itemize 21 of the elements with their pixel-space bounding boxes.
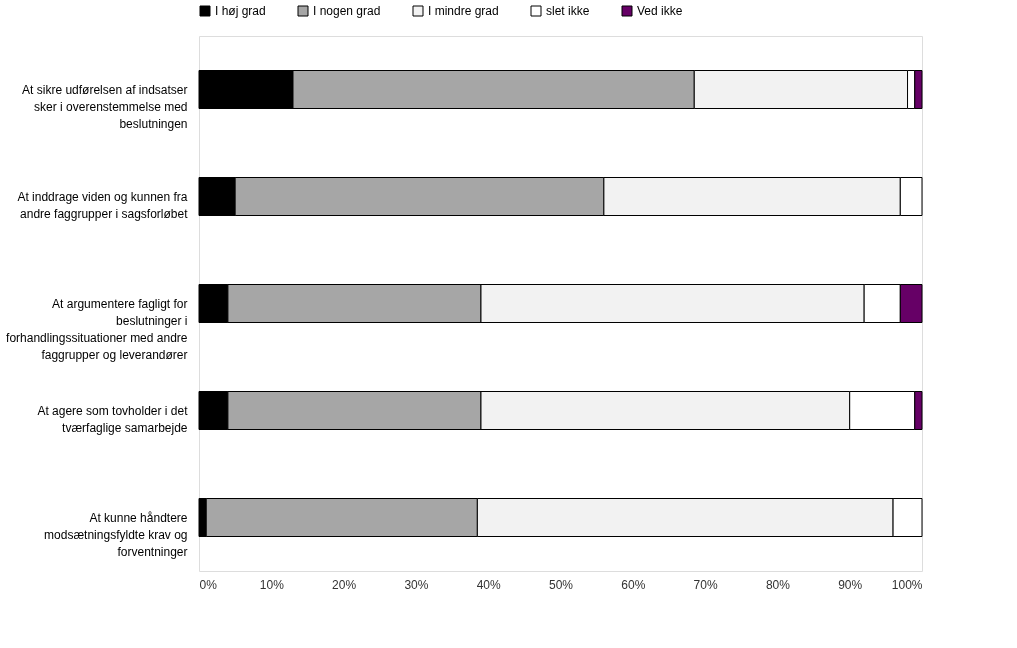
legend-label: I høj grad	[215, 4, 266, 18]
x-tick-label: 100%	[891, 577, 923, 592]
x-tick-label: 10%	[259, 577, 285, 592]
x-tick-label: 20%	[332, 577, 357, 592]
x-tick-label: 40%	[476, 577, 502, 592]
x-tick-label: 60%	[621, 577, 646, 592]
y-tick-label: At inddrage viden og kunnen fra andre faggrupper i sagsforløbet	[17, 189, 189, 221]
legend-label: I mindre grad	[428, 4, 499, 18]
legend-label: slet ikke	[546, 4, 590, 18]
y-tick-label: At argumentere fagligt for beslutninger i forhandlingssituationer med andre faggrupper og leverandører	[6, 296, 188, 362]
x-tick-label: 0%	[199, 577, 218, 592]
x-tick-label: 50%	[548, 577, 574, 592]
legend-label: I nogen grad	[313, 4, 381, 18]
y-tick-label: At kunne håndtere modsætningsfyldte krav og forventninger	[44, 510, 188, 559]
x-tick-label: 80%	[765, 577, 791, 592]
legend-label: Ved ikke	[637, 4, 683, 18]
x-tick-label: 30%	[404, 577, 429, 592]
x-tick-label: 70%	[693, 577, 718, 592]
x-tick-label: 90%	[838, 577, 863, 592]
y-tick-label: At agere som tovholder i det tværfaglige samarbejde	[37, 403, 189, 435]
y-tick-label: At sikre udførelsen af indsatser sker i overenstemmelse med beslutningen	[22, 82, 188, 131]
